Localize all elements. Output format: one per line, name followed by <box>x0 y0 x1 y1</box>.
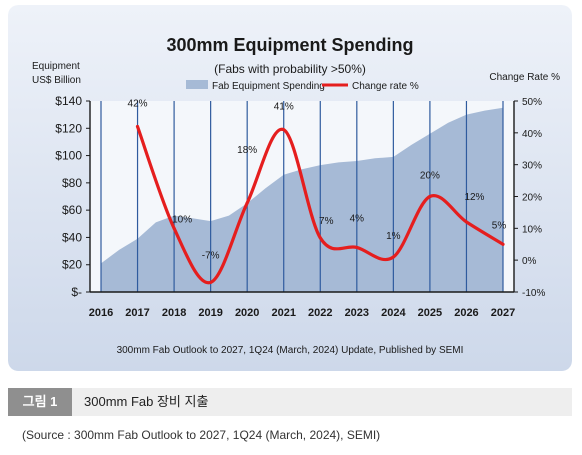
y-right-tick-label: -10% <box>522 288 545 299</box>
change-rate-point <box>245 201 249 205</box>
change-rate-data-label: 42% <box>128 98 148 109</box>
y-left-tick-label: $80 <box>62 176 82 190</box>
change-rate-point <box>428 195 432 198</box>
change-rate-data-label: 5% <box>492 220 507 231</box>
plot-area: $- $20 $40 $60 $80 $100 $120 $140 -10% 0% 10% 20% 30… <box>55 94 545 319</box>
change-rate-point <box>172 226 176 230</box>
chart-svg: 300mm Equipment Spending (Fabs with prob… <box>8 5 572 371</box>
x-tick-label: 2024 <box>381 307 406 319</box>
change-rate-data-label: 10% <box>172 214 192 225</box>
y-axis-label-right: Change Rate % <box>489 72 560 83</box>
y-left-tick-label: $120 <box>55 121 82 135</box>
change-rate-data-label: -7% <box>202 250 220 261</box>
figure-caption-text: 300mm Fab 장비 지출 <box>84 394 209 409</box>
x-tick-label: 2018 <box>162 307 186 319</box>
legend-label-area: Fab Equipment Spending <box>212 81 325 92</box>
x-tick-label: 2017 <box>125 307 149 319</box>
y-left-tick-label: $20 <box>62 258 82 272</box>
change-rate-point <box>501 242 505 246</box>
y-axis-label-left-line-1: Equipment <box>32 61 80 72</box>
change-rate-point <box>391 255 395 259</box>
y-axis-label-left-line-2: US$ Billion <box>32 75 81 86</box>
change-rate-data-label: 18% <box>237 145 257 156</box>
change-rate-point <box>318 236 322 240</box>
change-rate-data-label: 4% <box>350 213 365 224</box>
chart-subtitle: (Fabs with probability >50%) <box>214 62 366 76</box>
figure-caption-bar: 그림 1 300mm Fab 장비 지출 <box>8 388 572 416</box>
x-tick-label: 2022 <box>308 307 332 319</box>
x-tick-label: 2021 <box>271 307 295 319</box>
y-left-tick-label: $40 <box>62 230 82 244</box>
x-tick-label: 2025 <box>418 307 442 319</box>
chart-legend: Fab Equipment Spending Change rate % <box>186 80 419 92</box>
y-right-tick-label: 20% <box>522 193 542 204</box>
x-tick-label: 2026 <box>454 307 478 319</box>
y-left-tick-label: $100 <box>55 149 82 163</box>
y-left-tick-label: $60 <box>62 203 82 217</box>
y-left-tick-label: $140 <box>55 94 82 108</box>
chart-footnote: 300mm Fab Outlook to 2027, 1Q24 (March, … <box>117 345 464 356</box>
legend-swatch-area <box>186 80 208 89</box>
x-tick-label: 2023 <box>345 307 369 319</box>
source-note: (Source : 300mm Fab Outlook to 2027, 1Q2… <box>22 428 381 442</box>
change-rate-point <box>464 220 468 224</box>
x-tick-label: 2016 <box>89 307 113 319</box>
change-rate-point <box>355 245 359 249</box>
change-rate-data-label: 1% <box>386 231 401 242</box>
chart-title: 300mm Equipment Spending <box>166 35 413 55</box>
y-left-tick-label: $- <box>71 285 82 299</box>
change-rate-point <box>136 124 140 128</box>
y-right-tick-label: 40% <box>522 129 542 140</box>
x-tick-label: 2019 <box>198 307 222 319</box>
line-series-change-rate <box>135 124 505 285</box>
legend-label-line: Change rate % <box>352 81 419 92</box>
change-rate-data-label: 12% <box>464 192 484 203</box>
y-right-tick-label: 50% <box>522 97 542 108</box>
change-rate-data-label: 7% <box>319 216 334 227</box>
change-rate-data-label: 41% <box>274 102 294 113</box>
figure-number-tag: 그림 1 <box>8 388 72 416</box>
y-right-tick-label: 10% <box>522 224 542 235</box>
change-rate-data-label: 20% <box>420 171 440 182</box>
change-rate-point <box>209 280 213 284</box>
x-tick-label: 2027 <box>491 307 515 319</box>
y-right-tick-label: 30% <box>522 161 542 172</box>
chart-panel: 300mm Equipment Spending (Fabs with prob… <box>8 5 572 371</box>
change-rate-point <box>282 128 286 132</box>
y-right-tick-label: 0% <box>522 256 537 267</box>
x-tick-label: 2020 <box>235 307 259 319</box>
